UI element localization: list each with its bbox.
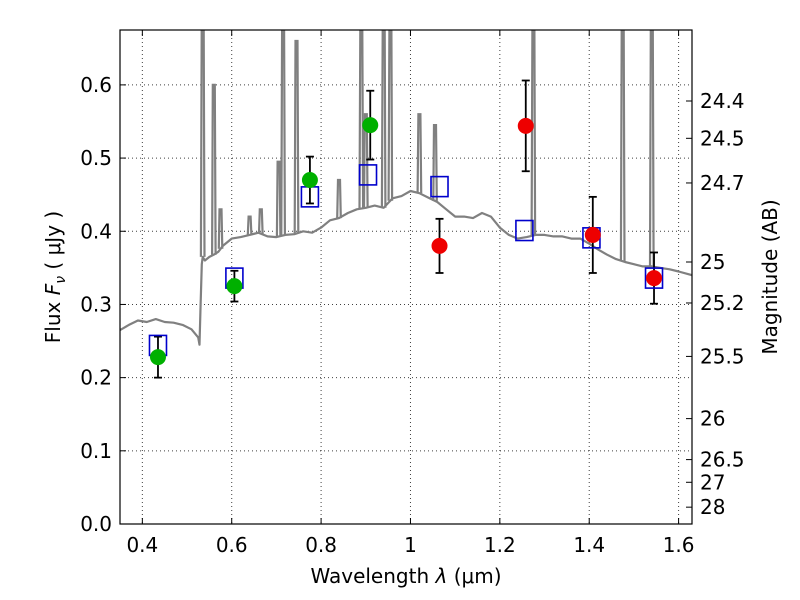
- emission-line: [246, 215, 253, 235]
- emission-line: [199, 30, 206, 257]
- x-tick-label: 0.6: [216, 533, 248, 557]
- y-tick-label: 0.1: [80, 439, 112, 463]
- axis-ticks: 0.4 0.6 0.8 1 1.2 1.4 1.6 0.0 0.1 0.2 0.3 0.4 0.5 0.6…: [80, 30, 745, 557]
- magnitude-tick-label: 24.7: [700, 171, 745, 195]
- y-tick-label: 0.4: [80, 219, 112, 243]
- y-tick-label: 0.0: [80, 512, 112, 536]
- emission-line: [416, 113, 423, 194]
- model-spectrum: [120, 30, 692, 346]
- observed-point-red: [646, 270, 663, 287]
- model-photometry-square: [358, 164, 378, 186]
- emission-line: [358, 30, 365, 209]
- model-photometry-square: [430, 175, 449, 198]
- magnitude-tick-label: 25.5: [700, 344, 745, 368]
- observed-point-green: [226, 278, 243, 295]
- x-tick-label: 1.2: [484, 533, 516, 557]
- model-photometry-square: [515, 219, 534, 242]
- spectrum-line: [120, 189, 692, 346]
- emission-line: [293, 39, 300, 234]
- emission-line: [432, 124, 438, 201]
- x-tick-label: 1.4: [573, 533, 605, 557]
- observed-point-green: [149, 349, 166, 366]
- y-tick-label: 0.5: [80, 146, 112, 170]
- emission-line: [336, 178, 342, 219]
- x-tick-label: 0.4: [126, 533, 158, 557]
- emission-line: [211, 83, 217, 255]
- emission-line: [217, 208, 224, 249]
- magnitude-tick-label: 28: [700, 495, 725, 519]
- data-markers: [148, 117, 664, 366]
- observed-point-red: [517, 117, 534, 134]
- emission-line: [257, 208, 264, 234]
- emission-line: [387, 30, 394, 201]
- magnitude-tick-label: 25: [700, 250, 725, 274]
- emission-line: [380, 30, 387, 208]
- emission-line: [619, 30, 626, 262]
- model-photometry-square: [644, 267, 664, 289]
- magnitude-tick-label: 24.5: [700, 126, 745, 150]
- emission-line: [362, 113, 369, 208]
- observed-point-red: [584, 226, 601, 243]
- observed-point-red: [431, 237, 448, 254]
- magnitude-tick-label: 24.4: [700, 89, 745, 113]
- x-tick-label: 0.8: [305, 533, 337, 557]
- y-tick-label: 0.3: [80, 292, 112, 316]
- y-axis-label: Flux Fν ( μJy ): [41, 211, 69, 343]
- emission-line: [648, 30, 655, 267]
- emission-line: [275, 160, 282, 237]
- y-tick-label: 0.2: [80, 366, 112, 390]
- observed-point-green: [301, 172, 318, 189]
- x-tick-label: 1: [404, 533, 417, 557]
- magnitude-tick-label: 26: [700, 407, 725, 431]
- magnitude-tick-label: 25.2: [700, 291, 745, 315]
- magnitude-axis-label: Magnitude (AB): [758, 199, 782, 354]
- magnitude-tick-label: 27: [700, 470, 725, 494]
- emission-line: [280, 30, 286, 236]
- plot-frame: [119, 29, 693, 525]
- grid: [120, 30, 692, 525]
- x-axis-label: Wavelength λ (μm): [310, 564, 501, 588]
- x-tick-label: 1.6: [663, 533, 695, 557]
- magnitude-tick-label: 26.5: [700, 448, 745, 472]
- y-tick-label: 0.6: [80, 73, 112, 97]
- emission-line: [530, 30, 537, 236]
- observed-point-green: [362, 117, 379, 134]
